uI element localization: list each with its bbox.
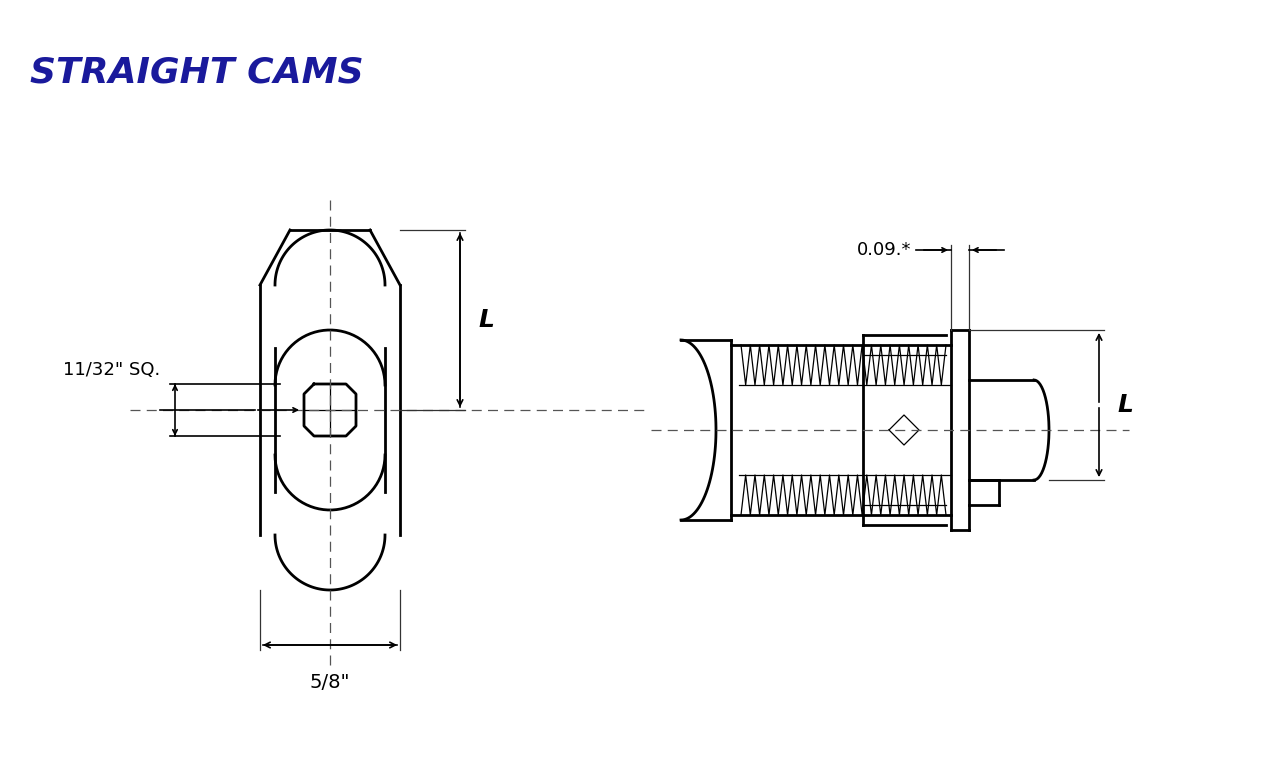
Text: STRAIGHT CAMS: STRAIGHT CAMS bbox=[29, 55, 364, 89]
Text: L: L bbox=[1117, 393, 1133, 417]
Text: L: L bbox=[477, 308, 494, 332]
Text: 0.09.*: 0.09.* bbox=[856, 241, 911, 259]
Text: 11/32" SQ.: 11/32" SQ. bbox=[63, 361, 160, 379]
Text: 5/8": 5/8" bbox=[310, 673, 351, 692]
